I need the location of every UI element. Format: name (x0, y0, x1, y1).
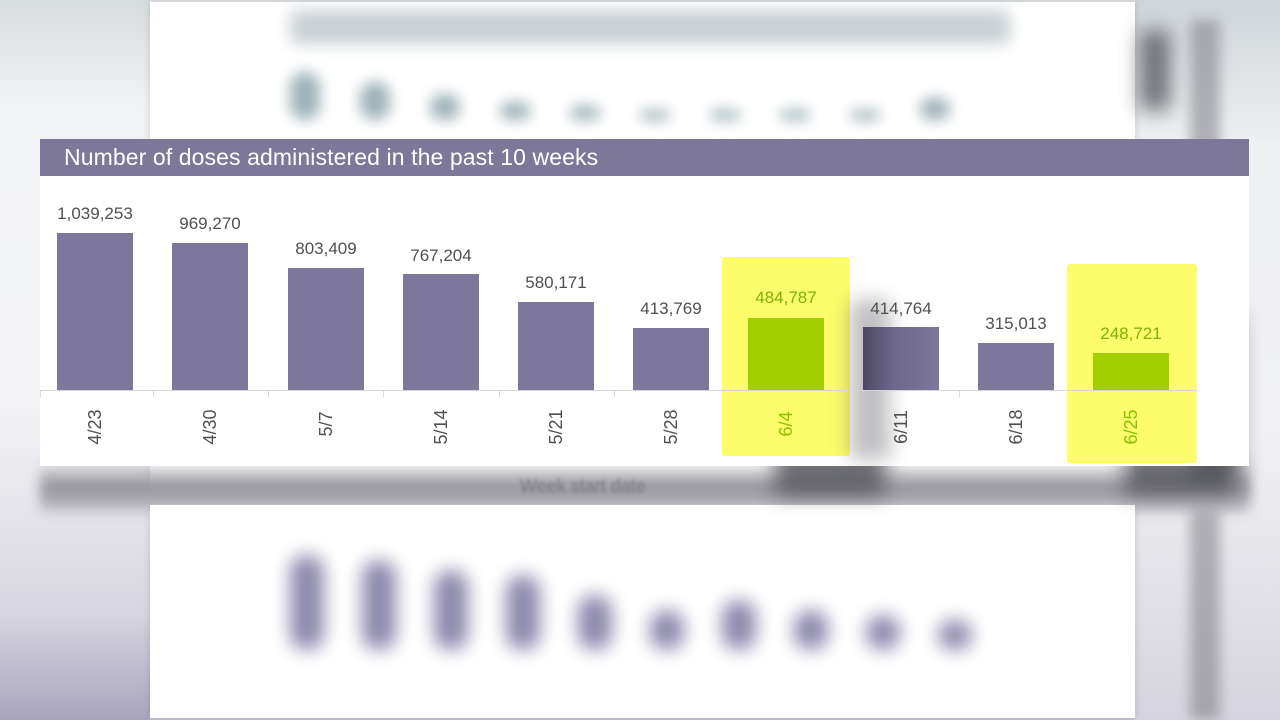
x-label-4-23: 4/23 (85, 409, 105, 445)
x-label-6-18: 6/18 (1006, 409, 1026, 445)
x-label-4-30: 4/30 (200, 409, 220, 445)
x-label-6-25: 6/25 (1121, 409, 1141, 445)
x-axis-tick (499, 390, 500, 397)
bar-6-4 (748, 318, 824, 390)
bar-5-21 (518, 302, 594, 390)
value-label-4-30: 969,270 (179, 214, 241, 233)
x-axis-tick (268, 390, 269, 397)
value-label-6-4: 484,787 (755, 288, 817, 307)
x-label-5-7: 5/7 (316, 411, 336, 437)
shadow-right-top (1140, 30, 1170, 110)
bar-6-25 (1093, 353, 1169, 390)
x-axis-tick (614, 390, 615, 397)
x-label-6-4: 6/4 (776, 411, 796, 437)
blurred-chart-top (290, 70, 970, 120)
x-axis-tick (40, 390, 41, 397)
x-axis-tick (959, 390, 960, 397)
blurred-lower-chart (290, 540, 990, 690)
bar-5-14 (403, 274, 479, 390)
x-label-5-21: 5/21 (546, 409, 566, 445)
bar-6-11 (863, 327, 939, 390)
x-label-6-11: 6/11 (891, 410, 911, 444)
blurred-header-banner (290, 10, 1010, 44)
x-axis-line (40, 390, 1195, 391)
value-label-4-23: 1,039,253 (57, 204, 133, 223)
chart-title-bar: Number of doses administered in the past… (40, 139, 1249, 176)
chart-title: Number of doses administered in the past… (64, 144, 599, 170)
x-label-5-28: 5/28 (661, 409, 681, 445)
bar-5-28 (633, 328, 709, 390)
bar-4-30 (172, 243, 248, 390)
value-label-6-18: 315,013 (985, 314, 1047, 333)
x-axis-title: Week start date (520, 476, 646, 496)
x-label-5-14: 5/14 (431, 409, 451, 445)
x-axis-tick (153, 390, 154, 397)
x-axis-tick (383, 390, 384, 397)
blurred-axis-band (40, 462, 1250, 512)
value-label-5-21: 580,171 (525, 273, 587, 292)
value-label-6-11: 414,764 (870, 299, 932, 318)
value-label-5-14: 767,204 (410, 246, 472, 265)
value-label-6-25: 248,721 (1100, 324, 1162, 343)
bar-5-7 (288, 268, 364, 390)
bar-4-23 (57, 233, 133, 390)
value-label-5-7: 803,409 (295, 239, 357, 258)
value-label-5-28: 413,769 (640, 299, 702, 318)
bar-6-18 (978, 343, 1054, 390)
